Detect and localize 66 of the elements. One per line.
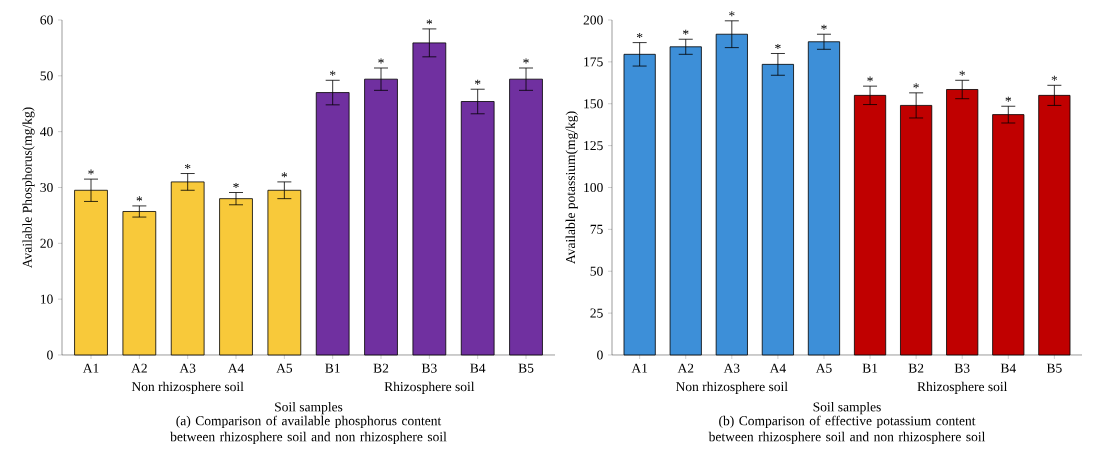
y-tick-label: 0 <box>47 350 53 360</box>
x-tick-label: B5 <box>1046 363 1062 373</box>
x-tick-label: B4 <box>470 363 486 373</box>
x-tick-label: B1 <box>862 363 878 373</box>
text: Non rhizosphere soil <box>131 381 244 394</box>
x-axis-title: Soil samples <box>813 401 881 415</box>
x-tick-label: A4 <box>769 363 786 373</box>
data-label: * <box>88 169 94 175</box>
text: (b) Comparison of effective potassium content between rhizosphere soil and non rhizosphere soil <box>708 415 986 445</box>
data-label: * <box>281 172 288 178</box>
x-tick-label: A1 <box>82 363 99 373</box>
data-label: * <box>775 43 781 49</box>
text: Rhizosphere soil <box>917 381 1008 394</box>
data-label: * <box>523 58 529 64</box>
x-tick-label: B1 <box>325 363 340 373</box>
y-tick-label: 150 <box>584 99 603 109</box>
x-tick-label: B2 <box>373 363 389 373</box>
data-label: * <box>636 33 643 39</box>
x-tick-label: B2 <box>908 363 924 373</box>
y-axis-title: Available Phosphorus(mg/kg) <box>22 107 35 269</box>
y-axis-title: Available potassium(mg/kg) <box>565 111 578 264</box>
data-label: * <box>729 11 735 17</box>
text: Rhizosphere soil <box>384 381 475 394</box>
data-label: * <box>329 70 336 76</box>
x-tick-label: B4 <box>1000 363 1016 373</box>
data-label: * <box>821 24 827 30</box>
x-tick-label: B3 <box>421 363 437 373</box>
x-axis-title: Soil samples <box>275 401 343 415</box>
x-tick-label: A5 <box>815 363 832 373</box>
y-tick-label: 200 <box>583 15 603 25</box>
x-tick-label: A2 <box>131 363 147 373</box>
y-tick-label: 100 <box>584 182 603 193</box>
y-tick-label: 30 <box>40 182 53 193</box>
data-label: * <box>474 79 481 85</box>
data-label: * <box>136 196 143 202</box>
x-tick-label: A1 <box>631 363 648 373</box>
y-tick-label: 40 <box>40 127 53 137</box>
data-label: * <box>233 182 239 188</box>
y-tick-label: 0 <box>597 350 603 360</box>
x-tick-label: A3 <box>723 363 740 373</box>
y-tick-label: 175 <box>584 57 603 67</box>
data-label: * <box>683 29 689 35</box>
x-tick-label: A5 <box>276 363 293 373</box>
y-tick-label: 20 <box>40 238 53 248</box>
data-label: * <box>378 58 384 64</box>
data-label: * <box>1005 96 1012 102</box>
x-tick-label: A3 <box>179 363 196 373</box>
y-tick-label: 60 <box>40 15 53 25</box>
y-tick-label: 50 <box>590 266 603 276</box>
y-tick-label: 75 <box>590 224 603 234</box>
y-tick-label: 25 <box>590 308 603 318</box>
x-tick-label: A2 <box>677 363 694 373</box>
text: (a) Comparison of available phosphorus content between rhizosphere soil and non rhizosphere soil <box>170 415 447 445</box>
x-tick-label: B3 <box>954 363 970 373</box>
x-tick-label: B5 <box>518 363 534 373</box>
y-tick-label: 50 <box>40 71 53 81</box>
y-tick-label: 125 <box>584 141 603 151</box>
y-tick-label: 10 <box>41 294 53 304</box>
data-label: * <box>426 19 433 25</box>
text: Non rhizosphere soil <box>675 381 788 394</box>
data-label: * <box>184 163 191 169</box>
data-label: * <box>913 83 919 89</box>
data-label: * <box>959 70 965 76</box>
x-tick-label: A4 <box>227 363 245 373</box>
data-label: * <box>867 76 873 82</box>
data-label: * <box>1051 75 1058 81</box>
